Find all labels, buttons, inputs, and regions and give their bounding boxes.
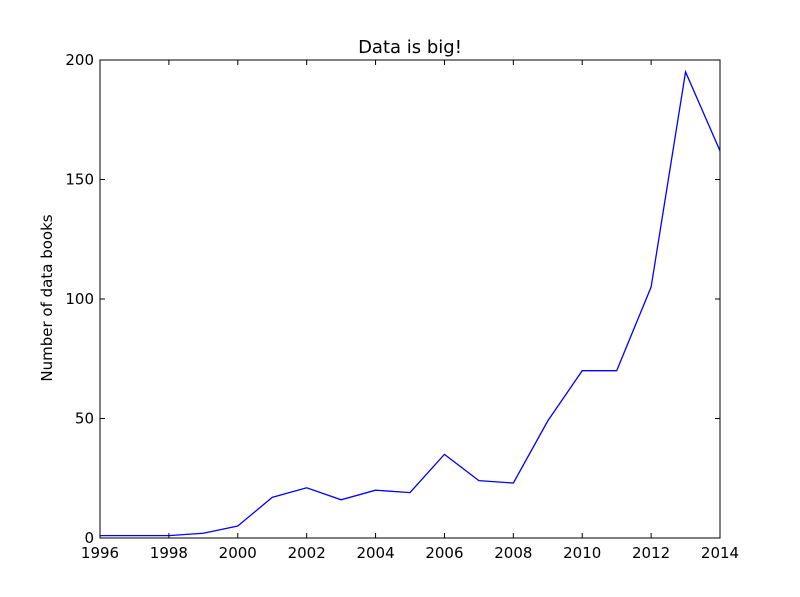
chart-title: Data is big! [358, 37, 462, 58]
plot-area: 1996 1998 2000 2002 2004 2006 2008 2010 2012 2014… [65, 51, 739, 562]
x-tick-label: 2014 [701, 544, 739, 562]
x-tick-label: 2008 [494, 544, 532, 562]
y-tick-label: 200 [65, 51, 94, 69]
x-tick-label: 2010 [563, 544, 601, 562]
y-tick-label: 50 [75, 410, 94, 428]
x-tick-label: 2012 [632, 544, 670, 562]
y-tick-label: 100 [65, 290, 94, 308]
y-tick-label: 0 [84, 529, 94, 547]
x-tick-label: 2000 [219, 544, 257, 562]
y-axis-label: Number of data books [38, 214, 56, 381]
x-tick-label: 2004 [356, 544, 394, 562]
y-tick-label: 150 [65, 171, 94, 189]
x-tick-label: 2006 [425, 544, 463, 562]
x-tick-label: 1998 [150, 544, 188, 562]
series-line-0 [100, 69, 721, 537]
x-tick-label: 1996 [81, 544, 119, 562]
plot-frame [99, 59, 721, 539]
x-tick-label: 2002 [288, 544, 326, 562]
